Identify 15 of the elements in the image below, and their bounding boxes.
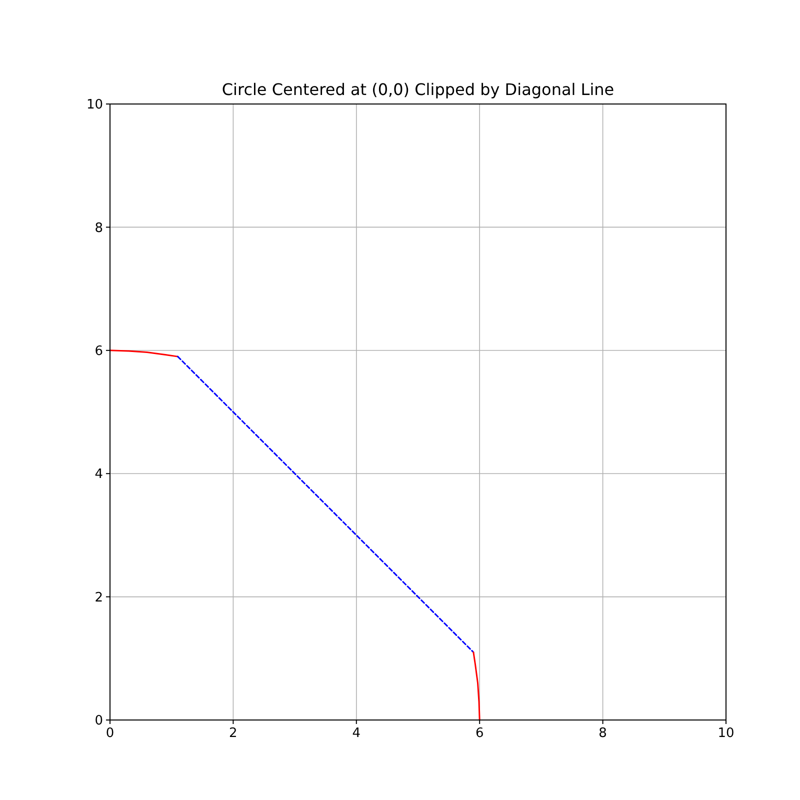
x-tick-label: 0 <box>106 726 114 741</box>
y-tick-label: 2 <box>94 590 103 606</box>
line-series <box>109 350 179 358</box>
x-tick-label: 8 <box>598 726 607 741</box>
y-tick-label: 4 <box>94 467 103 482</box>
x-tick-label: 6 <box>475 726 484 741</box>
y-tick-label: 10 <box>86 98 103 113</box>
x-tick-label: 4 <box>352 726 361 741</box>
line-series <box>472 651 480 721</box>
x-tick-label: 10 <box>718 726 734 741</box>
x-tick-label: 2 <box>229 726 238 741</box>
y-tick-label: 0 <box>94 714 103 729</box>
chart-title: Circle Centered at (0,0) Clipped by Diagonal Line <box>222 80 614 99</box>
y-tick-label: 8 <box>94 220 103 236</box>
y-tick-label: 6 <box>94 344 103 359</box>
